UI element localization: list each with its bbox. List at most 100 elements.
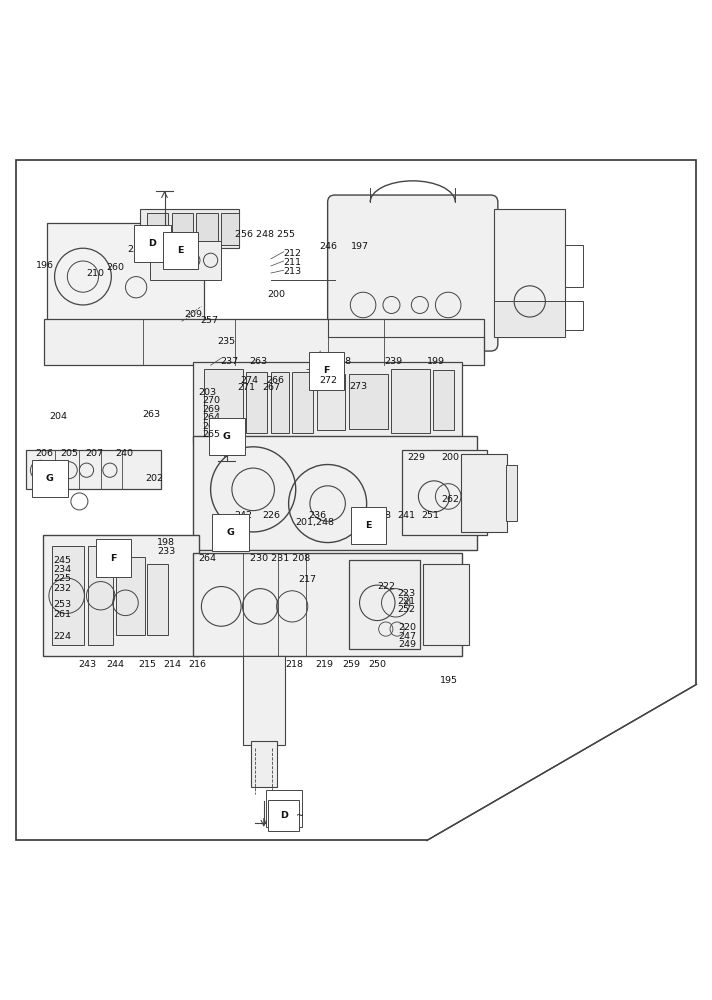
Text: 205: 205: [61, 449, 78, 458]
Text: 200: 200: [441, 453, 459, 462]
Text: 201,248: 201,248: [295, 518, 335, 527]
Text: 245: 245: [53, 556, 71, 565]
Text: 273: 273: [349, 382, 367, 391]
Bar: [193, 436, 476, 550]
Text: 214: 214: [163, 660, 181, 669]
Text: 256 248 255: 256 248 255: [236, 230, 295, 239]
Text: 258: 258: [127, 245, 146, 254]
Text: 216: 216: [188, 660, 206, 669]
Text: 253: 253: [53, 600, 71, 609]
Bar: [565, 301, 583, 330]
Text: 221: 221: [397, 597, 415, 606]
Bar: [48, 223, 204, 323]
Text: 267: 267: [263, 383, 281, 392]
Text: 229: 229: [407, 453, 425, 462]
Bar: [88, 546, 112, 645]
Bar: [461, 454, 507, 532]
Text: E: E: [365, 521, 372, 530]
Text: 265: 265: [202, 430, 220, 439]
Bar: [349, 560, 420, 649]
Text: D: D: [280, 804, 288, 813]
Text: 272: 272: [319, 376, 337, 385]
Text: 237: 237: [220, 357, 238, 366]
Text: 223: 223: [397, 589, 415, 598]
Text: 236: 236: [308, 511, 327, 520]
Text: F~: F~: [313, 366, 328, 376]
Bar: [193, 362, 462, 443]
Text: 213: 213: [283, 267, 302, 276]
Text: 259: 259: [342, 660, 360, 669]
Text: 264: 264: [199, 554, 216, 563]
Bar: [172, 213, 193, 245]
Bar: [565, 245, 583, 287]
Text: 203: 203: [199, 388, 216, 397]
Text: 249: 249: [399, 640, 417, 649]
Bar: [147, 213, 168, 245]
Text: 204: 204: [50, 412, 68, 421]
Bar: [292, 372, 313, 433]
Bar: [44, 319, 483, 365]
Text: 261: 261: [53, 610, 71, 619]
Text: 232: 232: [53, 584, 71, 593]
Text: 209: 209: [184, 310, 202, 319]
Text: 244: 244: [106, 660, 125, 669]
Bar: [197, 213, 218, 245]
Text: 199: 199: [427, 357, 445, 366]
Text: 234: 234: [53, 565, 71, 574]
Text: 266: 266: [266, 376, 284, 385]
Text: G: G: [223, 432, 231, 441]
Text: 222: 222: [377, 582, 395, 591]
Bar: [193, 553, 462, 656]
Text: 230 231 208: 230 231 208: [250, 554, 310, 563]
Bar: [43, 535, 199, 656]
Text: 260: 260: [106, 263, 125, 272]
Text: ~: ~: [295, 811, 304, 820]
Text: 200: 200: [267, 290, 286, 299]
Text: 239: 239: [384, 357, 402, 366]
Bar: [116, 557, 145, 635]
Bar: [392, 369, 431, 433]
Text: 269: 269: [202, 405, 220, 414]
Text: 252: 252: [397, 605, 415, 614]
Text: 227: 227: [356, 511, 374, 520]
Bar: [494, 301, 565, 337]
Text: 235: 235: [218, 337, 236, 346]
Bar: [506, 465, 517, 521]
Text: 207: 207: [85, 449, 103, 458]
Text: 240: 240: [115, 449, 133, 458]
Text: 196: 196: [36, 261, 53, 270]
Bar: [246, 372, 267, 433]
Text: G: G: [46, 474, 53, 483]
Text: 246: 246: [319, 242, 337, 251]
Bar: [349, 374, 388, 429]
Text: 268: 268: [202, 422, 220, 431]
Bar: [26, 450, 161, 489]
Bar: [424, 564, 469, 645]
Text: D: D: [280, 811, 288, 820]
Text: 210: 210: [86, 269, 105, 278]
Text: 220: 220: [399, 623, 417, 632]
Text: 271: 271: [238, 383, 256, 392]
Bar: [494, 209, 565, 337]
Text: 198: 198: [157, 538, 175, 547]
Text: 225: 225: [53, 574, 71, 583]
Text: 264: 264: [202, 413, 220, 422]
Text: 217: 217: [298, 575, 316, 584]
Bar: [221, 213, 239, 245]
Bar: [140, 209, 239, 248]
Bar: [204, 369, 243, 436]
Text: 238: 238: [333, 357, 352, 366]
Text: 197: 197: [351, 242, 369, 251]
Bar: [243, 656, 285, 745]
Text: 202: 202: [145, 474, 163, 483]
Text: 228: 228: [374, 511, 392, 520]
Text: 224: 224: [53, 632, 71, 641]
Text: 251: 251: [422, 511, 439, 520]
Bar: [251, 741, 276, 787]
Text: 242: 242: [234, 511, 252, 520]
Bar: [335, 202, 491, 344]
Text: 215: 215: [138, 660, 156, 669]
Bar: [271, 372, 288, 433]
Text: E: E: [177, 246, 184, 255]
Text: 203: 203: [310, 357, 328, 366]
